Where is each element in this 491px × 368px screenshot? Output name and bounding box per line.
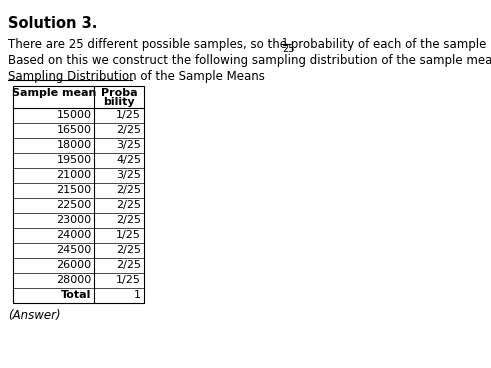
Text: 28000: 28000 — [56, 275, 92, 285]
Text: bility: bility — [103, 97, 135, 107]
Text: 15000: 15000 — [56, 110, 92, 120]
Text: Based on this we construct the following sampling distribution of the sample mea: Based on this we construct the following… — [8, 54, 491, 67]
Text: 2/25: 2/25 — [116, 200, 141, 210]
Text: Sampling Distribution of the Sample Means: Sampling Distribution of the Sample Mean… — [8, 70, 265, 83]
Text: 1: 1 — [134, 290, 141, 300]
Text: Sample mean: Sample mean — [11, 88, 96, 98]
Text: 3/25: 3/25 — [116, 170, 141, 180]
Text: 24000: 24000 — [56, 230, 92, 240]
Text: 26000: 26000 — [56, 260, 92, 270]
Text: 16500: 16500 — [56, 125, 92, 135]
Text: 21500: 21500 — [56, 185, 92, 195]
Bar — [13, 86, 144, 303]
Text: 2/25: 2/25 — [116, 185, 141, 195]
Text: 24500: 24500 — [56, 245, 92, 255]
Text: There are 25 different possible samples, so the probability of each of the sampl: There are 25 different possible samples,… — [8, 38, 491, 51]
Text: 21000: 21000 — [56, 170, 92, 180]
Text: .: . — [289, 38, 293, 51]
Text: (Answer): (Answer) — [8, 309, 60, 322]
Text: 1/25: 1/25 — [116, 275, 141, 285]
Text: 22500: 22500 — [56, 200, 92, 210]
Text: Proba: Proba — [101, 88, 137, 98]
Text: 2/25: 2/25 — [116, 125, 141, 135]
Text: Solution 3.: Solution 3. — [8, 16, 97, 31]
Text: 19500: 19500 — [56, 155, 92, 165]
Text: 1/25: 1/25 — [116, 110, 141, 120]
Text: Total: Total — [61, 290, 92, 300]
Text: 3/25: 3/25 — [116, 140, 141, 150]
Text: 25: 25 — [282, 44, 295, 54]
Text: 2/25: 2/25 — [116, 245, 141, 255]
Text: 2/25: 2/25 — [116, 215, 141, 225]
Text: 2/25: 2/25 — [116, 260, 141, 270]
Text: 1: 1 — [282, 38, 288, 48]
Text: 1/25: 1/25 — [116, 230, 141, 240]
Text: 23000: 23000 — [56, 215, 92, 225]
Text: 18000: 18000 — [56, 140, 92, 150]
Text: 4/25: 4/25 — [116, 155, 141, 165]
